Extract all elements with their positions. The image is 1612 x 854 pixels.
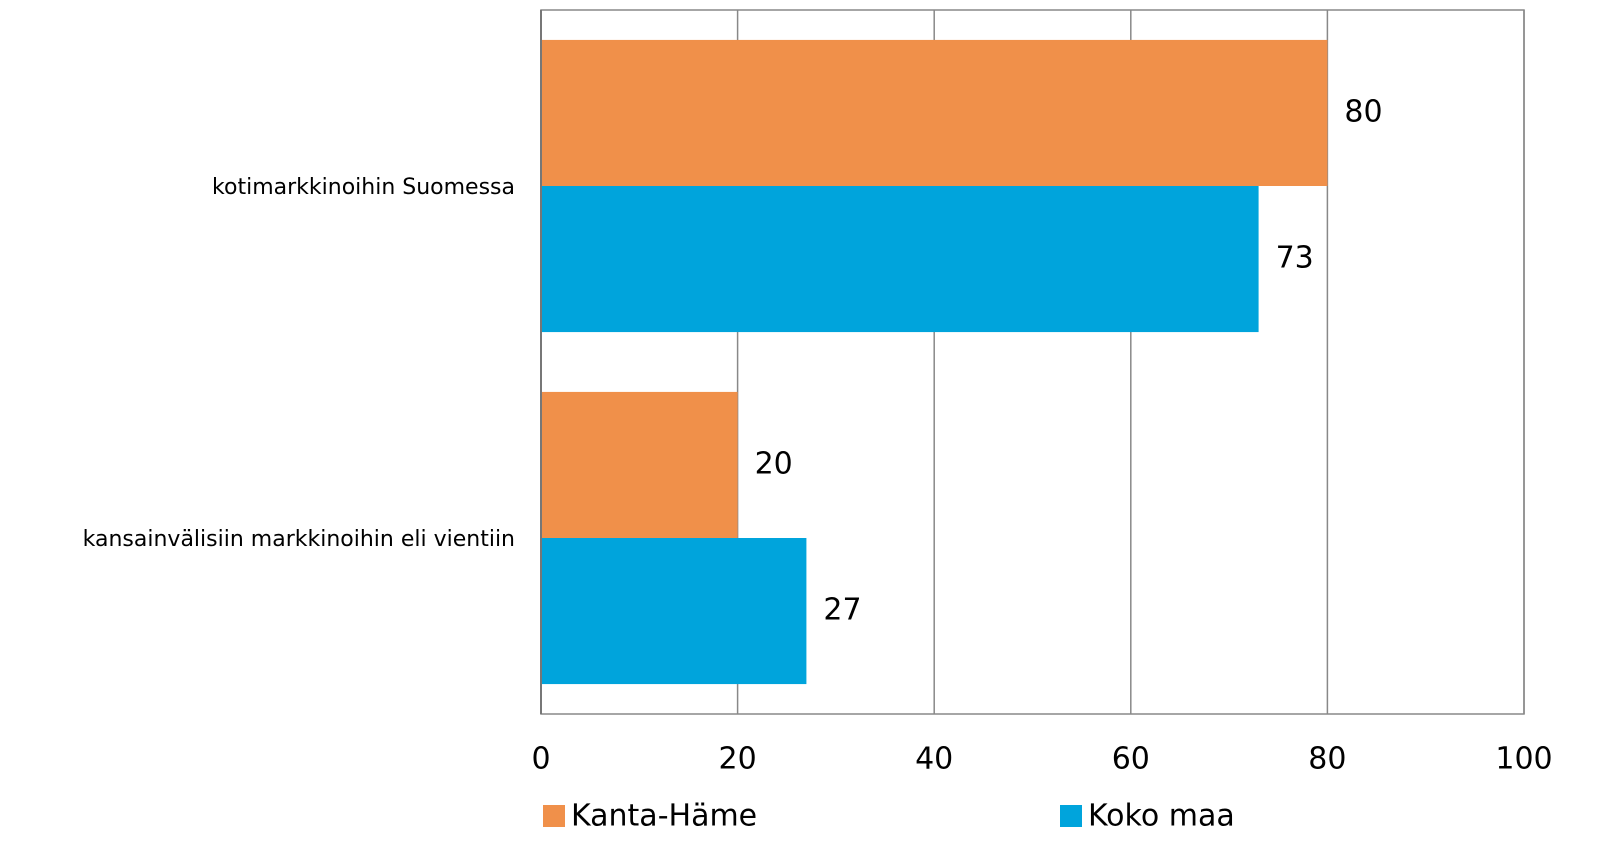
x-tick-label: 60 — [1112, 742, 1150, 777]
legend-swatch — [543, 805, 565, 827]
x-tick-label: 40 — [915, 742, 953, 777]
value-label: 27 — [823, 593, 861, 628]
value-label: 20 — [755, 446, 793, 481]
y-tick-label: kotimarkkinoihin Suomessa — [212, 175, 515, 200]
x-tick-label: 20 — [719, 742, 757, 777]
bar — [541, 39, 1328, 186]
legend-label: Koko maa — [1088, 799, 1235, 834]
x-tick-label: 100 — [1495, 742, 1552, 777]
value-label: 80 — [1344, 94, 1382, 129]
x-tick-label: 0 — [531, 742, 550, 777]
bar — [541, 538, 807, 685]
value-label: 73 — [1276, 241, 1314, 276]
y-tick-label: kansainvälisiin markkinoihin eli vientii… — [83, 527, 515, 552]
legend-swatch — [1060, 805, 1082, 827]
x-tick-label: 80 — [1308, 742, 1346, 777]
legend-label: Kanta-Häme — [571, 799, 757, 834]
bar — [541, 391, 738, 538]
bar — [541, 186, 1259, 333]
